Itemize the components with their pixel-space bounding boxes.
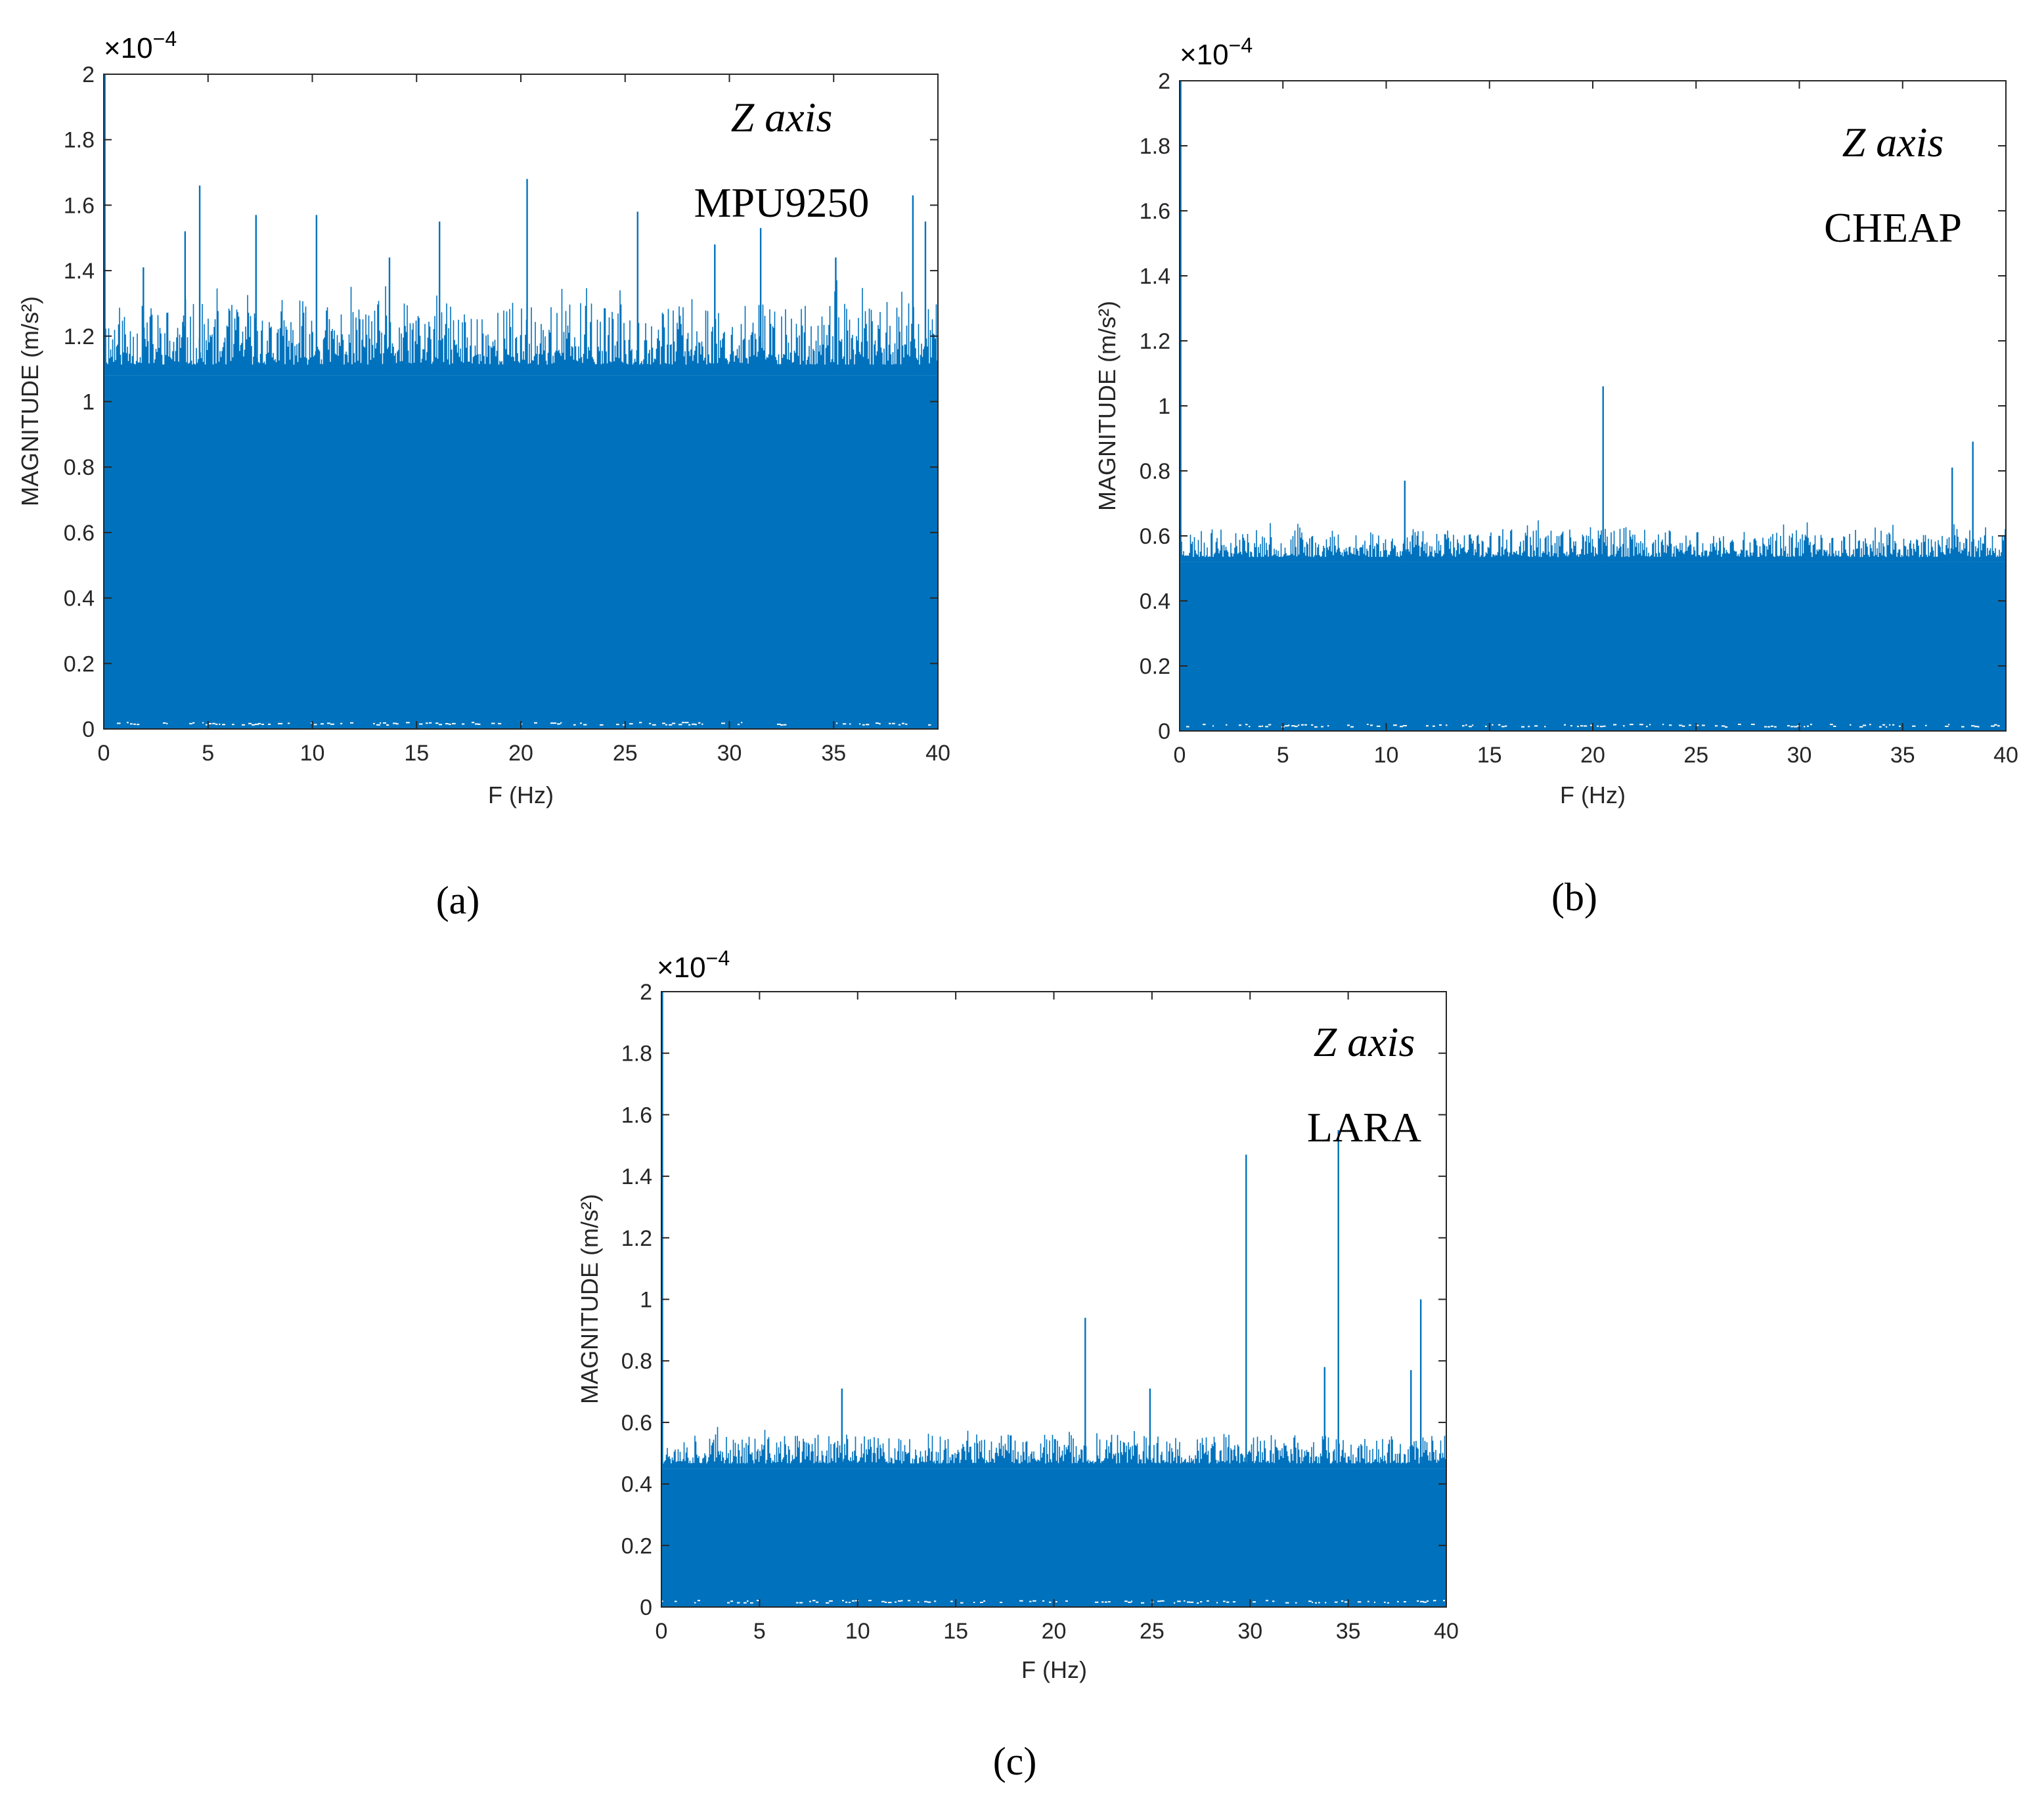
y-tick-label-a: 0.2	[64, 651, 95, 676]
x-tick-label-a: 10	[300, 741, 325, 766]
x-tick-label-a: 35	[821, 741, 846, 766]
annotation-sensor-b: CHEAP	[1824, 204, 1962, 251]
y-tick-label-a: 1	[82, 390, 95, 415]
panel-a: 0 5 10 15 20 25 30 35 40 0 0.2 0.4 0.6 0.8 1 1.2 1.4 1.6…	[16, 27, 950, 922]
y-tick-label-a: 0.4	[64, 586, 95, 611]
y-tick-label-b: 0.8	[1140, 459, 1170, 484]
x-tick-label-b: 10	[1374, 743, 1399, 768]
spectrum-body-c	[661, 1468, 1446, 1607]
spectrum-baseline-speckle-a	[117, 722, 931, 726]
y-ticks-c: 0 0.2 0.4 0.6 0.8 1 1.2 1.4 1.6 1.8 2	[621, 980, 1446, 1620]
x-tick-label-a: 40	[925, 741, 950, 766]
y-exponent-c: ×10−4	[657, 946, 730, 984]
x-tick-label-b: 35	[1890, 743, 1915, 768]
caption-c: (c)	[993, 1740, 1037, 1783]
annotation-axis-c: Z axis	[1314, 1019, 1415, 1065]
y-tick-label-c: 1.2	[621, 1226, 652, 1251]
x-axis-title-b: F (Hz)	[1560, 782, 1626, 808]
y-tick-label-c: 0	[640, 1595, 652, 1620]
x-tick-label-a: 20	[508, 741, 533, 766]
y-tick-label-c: 1.6	[621, 1103, 652, 1128]
y-ticks-b: 0 0.2 0.4 0.6 0.8 1 1.2 1.4 1.6 1.8 2	[1140, 69, 2006, 744]
x-tick-label-c: 25	[1140, 1619, 1165, 1644]
spectrum-baseline-speckle-c	[661, 1600, 1445, 1604]
y-tick-label-a: 1.6	[64, 193, 95, 218]
annotation-axis-a: Z axis	[731, 94, 833, 141]
x-ticks-b: 0 5 10 15 20 25 30 35 40	[1174, 81, 2018, 768]
y-tick-label-b: 1.6	[1140, 199, 1170, 224]
x-tick-label-b: 30	[1787, 743, 1812, 768]
x-tick-label-c: 40	[1434, 1619, 1459, 1644]
x-tick-label-b: 15	[1477, 743, 1502, 768]
spectrum-body-b	[1180, 562, 2006, 731]
spectrum-a	[103, 74, 938, 729]
caption-b: (b)	[1551, 875, 1597, 919]
spectrum-c	[661, 992, 1446, 1607]
y-tick-label-b: 1	[1158, 394, 1170, 419]
caption-a: (a)	[436, 879, 480, 922]
y-tick-label-b: 0.4	[1140, 589, 1170, 614]
annotation-sensor-a: MPU9250	[694, 179, 870, 226]
x-tick-label-a: 25	[613, 741, 638, 766]
y-tick-label-a: 1.4	[64, 259, 95, 284]
x-tick-label-b: 25	[1683, 743, 1708, 768]
y-tick-label-a: 0.6	[64, 521, 95, 546]
y-tick-label-b: 1.8	[1140, 134, 1170, 159]
x-axis-title-a: F (Hz)	[488, 782, 554, 808]
y-tick-label-a: 2	[82, 62, 95, 87]
x-tick-label-a: 15	[404, 741, 429, 766]
y-tick-label-c: 0.8	[621, 1349, 652, 1374]
spectrum-baseline-speckle-b	[1186, 724, 2000, 728]
annotation-sensor-c: LARA	[1307, 1104, 1421, 1151]
x-tick-label-c: 15	[943, 1619, 968, 1644]
panel-b: 0 5 10 15 20 25 30 35 40 0 0.2 0.4 0.6 0.8 1 1.2 1.4 1.6…	[1094, 33, 2018, 919]
y-tick-label-c: 0.6	[621, 1411, 652, 1436]
x-tick-label-c: 0	[655, 1619, 668, 1644]
y-tick-label-a: 1.8	[64, 128, 95, 153]
y-tick-label-a: 0	[82, 717, 95, 742]
y-tick-label-b: 2	[1158, 69, 1170, 94]
y-tick-label-a: 1.2	[64, 324, 95, 349]
y-ticks-a: 0 0.2 0.4 0.6 0.8 1 1.2 1.4 1.6 1.8 2	[64, 62, 938, 742]
x-tick-label-b: 40	[1993, 743, 2018, 768]
y-tick-label-b: 0.6	[1140, 524, 1170, 549]
x-tick-label-b: 0	[1174, 743, 1186, 768]
x-tick-label-b: 20	[1580, 743, 1605, 768]
annotation-axis-b: Z axis	[1842, 119, 1944, 165]
y-exponent-b: ×10−4	[1180, 33, 1253, 71]
panel-c: 0 5 10 15 20 25 30 35 40 0 0.2 0.4 0.6 0.8 1 1.2 1.4 1.6…	[576, 946, 1459, 1783]
x-ticks-a: 0 5 10 15 20 25 30 35 40	[98, 74, 950, 766]
spectrum-body-a	[104, 375, 938, 729]
y-axis-title-b: MAGNITUDE (m/s²)	[1094, 301, 1121, 511]
y-exponent-a: ×10−4	[104, 27, 177, 64]
y-tick-label-c: 2	[640, 980, 652, 1005]
y-tick-label-c: 1.8	[621, 1042, 652, 1067]
y-tick-label-a: 0.8	[64, 455, 95, 480]
y-axis-title-a: MAGNITUDE (m/s²)	[16, 296, 43, 506]
y-tick-label-c: 0.4	[621, 1472, 652, 1497]
x-tick-label-c: 30	[1237, 1619, 1262, 1644]
x-tick-label-b: 5	[1277, 743, 1289, 768]
x-tick-label-c: 10	[845, 1619, 870, 1644]
x-axis-title-c: F (Hz)	[1021, 1656, 1087, 1683]
x-tick-label-a: 5	[202, 741, 214, 766]
x-tick-label-a: 30	[717, 741, 742, 766]
y-tick-label-b: 1.4	[1140, 264, 1170, 289]
x-tick-label-a: 0	[98, 741, 110, 766]
y-tick-label-b: 0.2	[1140, 654, 1170, 679]
y-tick-label-c: 1	[640, 1288, 652, 1313]
spectrum-b	[1179, 81, 2006, 731]
y-tick-label-c: 1.4	[621, 1164, 652, 1189]
y-tick-label-c: 0.2	[621, 1533, 652, 1558]
y-tick-label-b: 1.2	[1140, 329, 1170, 354]
x-ticks-c: 0 5 10 15 20 25 30 35 40	[655, 992, 1459, 1644]
x-tick-label-c: 20	[1042, 1619, 1067, 1644]
y-axis-title-c: MAGNITUDE (m/s²)	[576, 1194, 603, 1404]
x-tick-label-c: 35	[1336, 1619, 1361, 1644]
y-tick-label-b: 0	[1158, 719, 1170, 744]
x-tick-label-c: 5	[753, 1619, 766, 1644]
